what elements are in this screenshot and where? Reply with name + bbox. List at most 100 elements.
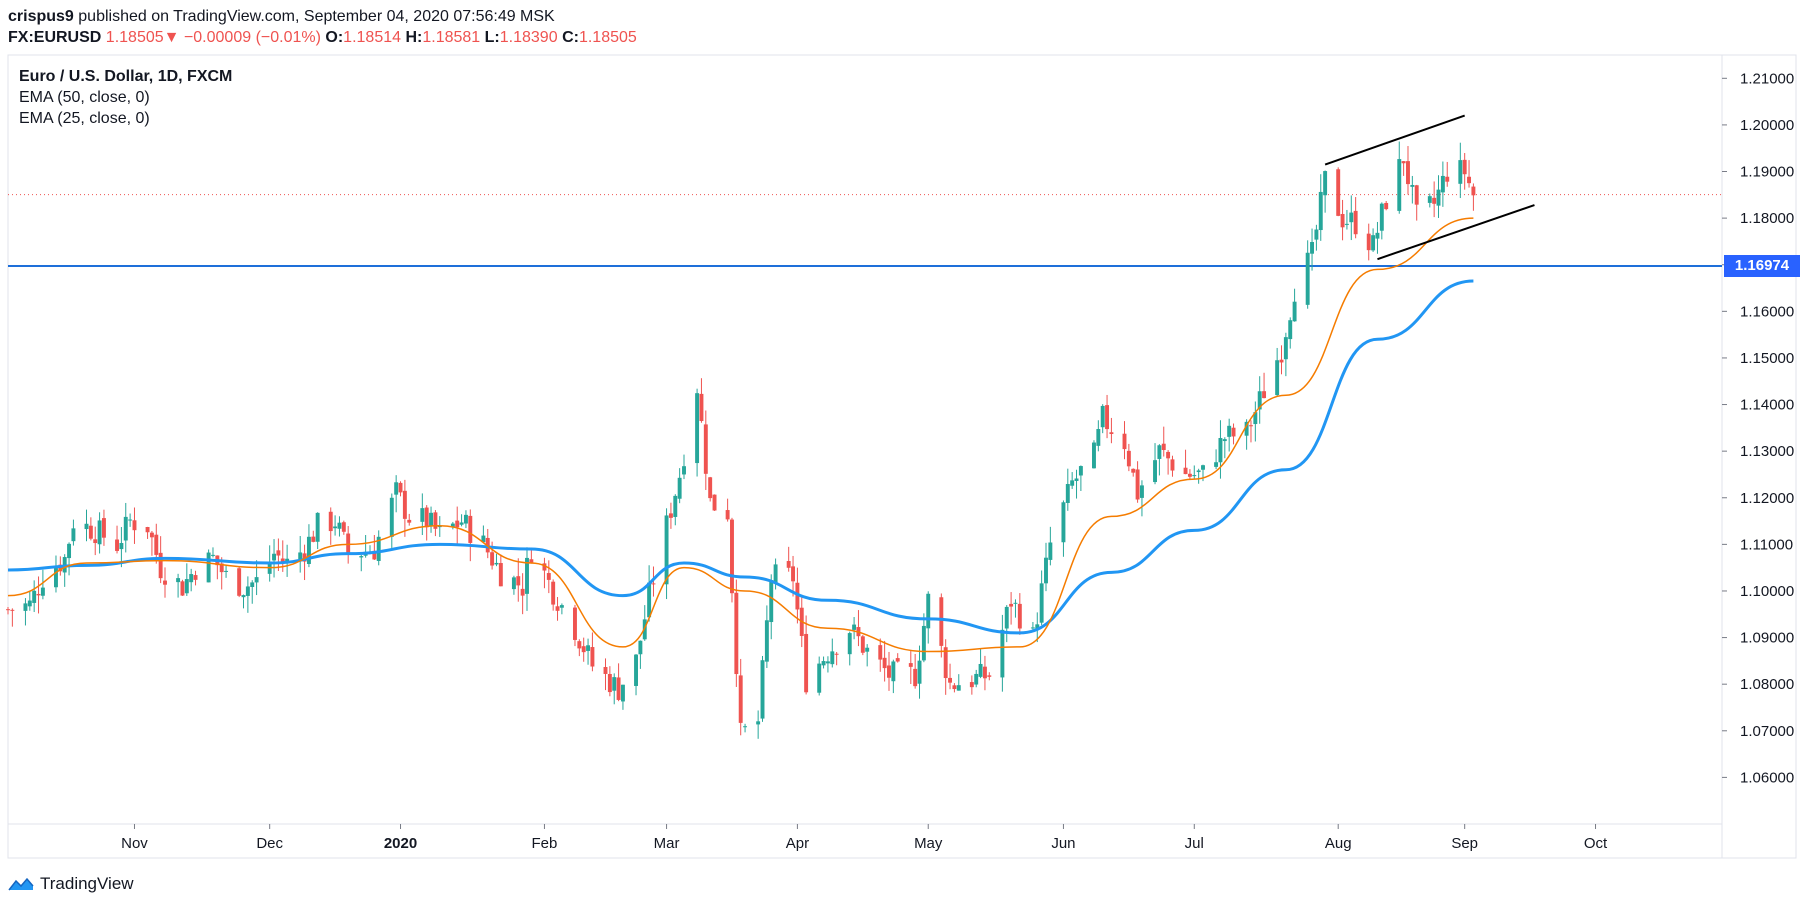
- candle: [638, 640, 643, 669]
- candle: [882, 640, 887, 682]
- candle: [943, 639, 948, 695]
- candle: [389, 493, 394, 549]
- candle: [1375, 221, 1380, 254]
- candle: [1092, 440, 1096, 469]
- candle: [468, 509, 473, 562]
- candle: [1305, 240, 1310, 309]
- candle: [668, 502, 673, 529]
- ema50-series: [7, 279, 1474, 635]
- candle-body: [708, 477, 713, 499]
- candle: [682, 454, 686, 480]
- candle-body: [1310, 242, 1314, 254]
- candle-body: [154, 534, 159, 555]
- channel-lower-line: [1377, 204, 1535, 261]
- candle-body: [734, 592, 739, 675]
- candle-body: [1384, 202, 1389, 210]
- candle-body: [825, 661, 830, 664]
- candle: [1196, 468, 1201, 484]
- candle-body: [10, 609, 15, 611]
- candle-body: [821, 661, 826, 666]
- candle: [1471, 183, 1476, 211]
- candle-body: [145, 527, 150, 533]
- candle-body: [1030, 627, 1035, 629]
- candle-body: [101, 518, 106, 538]
- candle-body: [149, 532, 154, 538]
- candle-body: [389, 497, 394, 537]
- candle-body: [725, 510, 730, 520]
- candle-body: [943, 647, 948, 679]
- price-axis[interactable]: 1.06000 1.07000 1.08000 1.09000 1.10000 1.110…: [1722, 70, 1794, 786]
- candle-body: [1000, 629, 1005, 678]
- candle: [1074, 469, 1079, 499]
- candle: [974, 669, 979, 688]
- candle: [551, 579, 556, 611]
- publish-text: published on TradingView.com, September …: [78, 8, 555, 25]
- candle: [1427, 193, 1432, 208]
- candle: [586, 638, 591, 665]
- candle-body: [1257, 391, 1262, 410]
- candle: [298, 536, 303, 573]
- legend-ema25[interactable]: EMA (25, close, 0): [19, 110, 150, 127]
- candle: [860, 635, 865, 656]
- tradingview-brand[interactable]: TradingView: [8, 872, 134, 896]
- candle: [913, 653, 918, 689]
- candle-body: [511, 577, 516, 590]
- candle: [459, 514, 464, 527]
- candle-body: [1471, 186, 1476, 196]
- candle-body: [1366, 233, 1371, 251]
- candle: [119, 527, 124, 568]
- price-tick-label: 1.19000: [1740, 164, 1794, 181]
- candle: [555, 597, 560, 621]
- candle-body: [616, 677, 621, 700]
- candle: [1353, 197, 1358, 239]
- candle-body: [1336, 169, 1341, 216]
- candle: [825, 656, 830, 673]
- candle: [895, 653, 900, 663]
- candle-body: [668, 513, 673, 518]
- candle: [450, 521, 455, 530]
- candle-body: [490, 552, 495, 566]
- candle: [581, 637, 586, 662]
- candle: [1318, 174, 1323, 241]
- price-tick-label: 1.16000: [1740, 303, 1794, 320]
- candle-body: [1340, 213, 1345, 228]
- candle-body: [1109, 432, 1114, 435]
- close-label: C:: [562, 29, 579, 46]
- candle: [804, 615, 809, 695]
- channel-lines[interactable]: [1324, 114, 1535, 261]
- candle-body: [559, 605, 564, 608]
- candle-body: [607, 673, 612, 693]
- candle-body: [193, 575, 198, 580]
- author-name[interactable]: crispus9: [8, 8, 74, 25]
- close-value: 1.18505: [578, 29, 637, 46]
- candle: [163, 567, 167, 598]
- candle-body: [123, 516, 128, 541]
- candle: [834, 651, 839, 666]
- candle: [908, 650, 913, 685]
- candle-body: [1009, 603, 1014, 607]
- candle-body: [245, 586, 250, 596]
- candle: [211, 547, 215, 558]
- legend-ema50[interactable]: EMA (50, close, 0): [19, 89, 150, 106]
- candle-body: [420, 508, 425, 522]
- candle: [760, 655, 765, 722]
- time-tick-label: Aug: [1325, 835, 1352, 852]
- time-axis[interactable]: Nov Dec 2020 Feb Mar Apr May Jun Jul Aug Sep Oct: [121, 824, 1608, 852]
- price-tick-label: 1.10000: [1740, 583, 1794, 600]
- candle-body: [804, 633, 809, 693]
- candle-body: [730, 519, 734, 594]
- candle: [1153, 443, 1157, 485]
- candle-body: [695, 393, 700, 464]
- candle-body: [773, 564, 778, 584]
- candle-body: [302, 553, 307, 562]
- candle-body: [1458, 160, 1463, 184]
- time-tick-label: Sep: [1451, 835, 1478, 852]
- candle-body: [1048, 542, 1053, 560]
- candle: [1445, 161, 1450, 187]
- candle-body: [546, 573, 551, 580]
- candle-body: [590, 647, 595, 667]
- candle-body: [1183, 467, 1188, 475]
- candle: [1109, 417, 1114, 444]
- legend-title[interactable]: Euro / U.S. Dollar, 1D, FXCM: [19, 68, 233, 85]
